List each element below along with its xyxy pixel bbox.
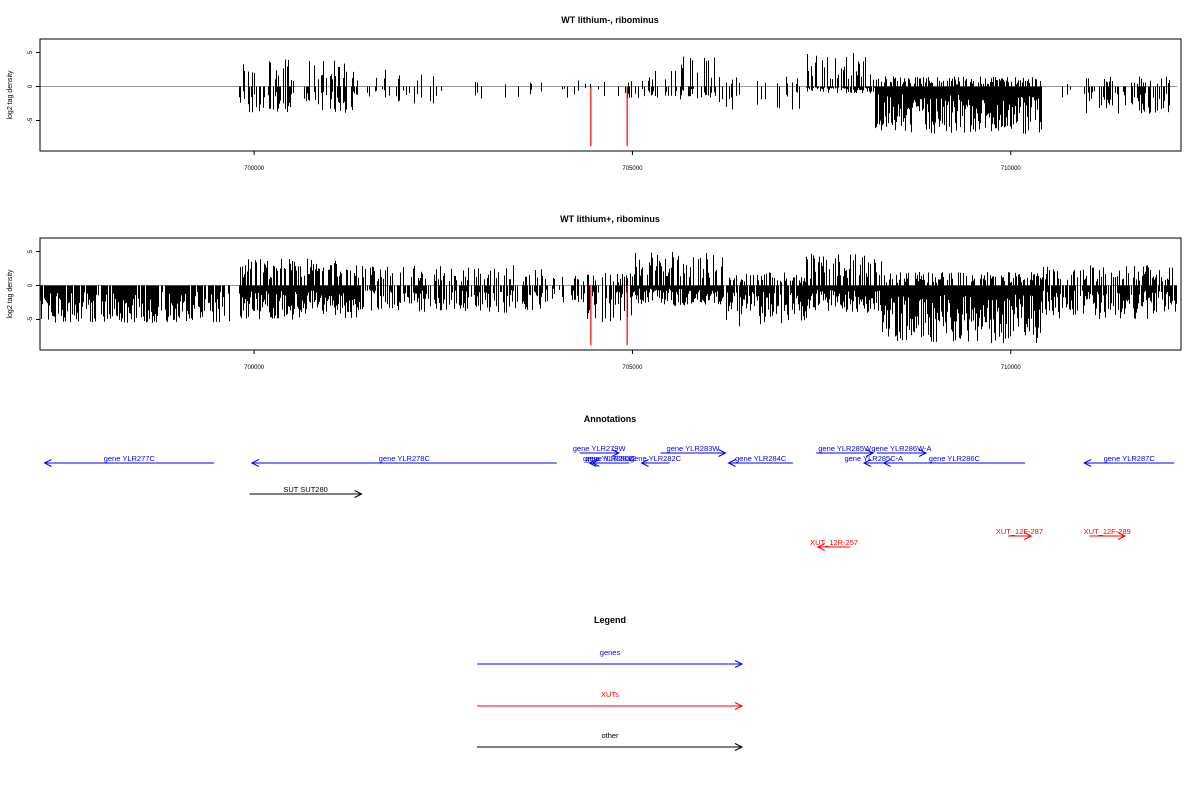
y-tick-label: 5 — [28, 50, 34, 54]
feature-label: gene YLR281C — [585, 454, 637, 463]
legend-label: other — [601, 731, 619, 740]
legend-title: Legend — [594, 615, 626, 625]
feature-arrow — [591, 459, 630, 467]
feature-label: XUT_12R-257 — [810, 538, 858, 547]
chart-title: WT lithium-, ribominus — [561, 15, 659, 25]
feature-label: gene YLR283W — [667, 444, 721, 453]
y-tick-label: 0 — [28, 283, 34, 287]
feature-arrow — [816, 449, 875, 457]
feature-label: gene YLR287C — [1104, 454, 1156, 463]
y-axis-label: log2 tag density — [7, 269, 14, 319]
feature-label: gene YLR286W-A — [871, 444, 931, 453]
chart-panel-lithium-minus: WT lithium-, ribominus log2 tag density … — [7, 15, 1182, 172]
feature-arrow — [1007, 532, 1033, 540]
y-tick-label: -5 — [28, 117, 34, 123]
feature-arrow — [816, 543, 851, 551]
x-tick-label: 700000 — [244, 166, 265, 172]
legend-label: genes — [600, 648, 621, 657]
legend-arrow — [477, 702, 744, 710]
feature-arrow — [43, 459, 215, 467]
feature-arrow — [862, 459, 884, 467]
chart-panel-lithium-plus: WT lithium+, ribominus log2 tag density … — [7, 214, 1182, 371]
legend: Legend genes XUTs other — [477, 615, 744, 751]
x-tick-label: 705000 — [622, 365, 643, 371]
feature-arrow — [1089, 532, 1127, 540]
y-tick-label: 0 — [28, 84, 34, 88]
feature-label: gene YLR278C — [379, 454, 431, 463]
feature-arrow — [727, 459, 793, 467]
x-tick-label: 705000 — [622, 166, 643, 172]
feature-arrow — [1083, 459, 1175, 467]
feature-label: gene YLR280C — [583, 454, 635, 463]
feature-label: gene YLR285C-A — [844, 454, 903, 463]
feature-label: gene YLR286C — [929, 454, 981, 463]
y-tick-label: 5 — [28, 249, 34, 253]
x-tick-label: 710000 — [1001, 365, 1022, 371]
x-tick-label: 710000 — [1001, 166, 1022, 172]
feature-label: gene YLR279W — [573, 444, 627, 453]
annotations-track: Annotations gene YLR277C gene YLR278C gene… — [43, 414, 1175, 551]
y-tick-label: -5 — [28, 316, 34, 322]
feature-arrow — [876, 449, 928, 457]
chart-title: WT lithium+, ribominus — [560, 214, 660, 224]
feature-label: gene YLR282C — [630, 454, 682, 463]
feature-arrow — [882, 459, 1026, 467]
legend-label: XUTs — [601, 690, 619, 699]
feature-label: XUT_12F-287 — [996, 527, 1043, 536]
feature-arrow — [579, 449, 620, 457]
feature-label: gene YLR284C — [735, 454, 787, 463]
plot-frame — [39, 237, 1182, 351]
y-axis-label: log2 tag density — [7, 70, 14, 120]
plot-frame — [39, 38, 1182, 152]
feature-arrow — [250, 459, 557, 467]
feature-label: gene YLR277C — [104, 454, 156, 463]
feature-arrow — [660, 449, 727, 457]
feature-arrow — [640, 459, 670, 467]
feature-arrow — [249, 490, 363, 498]
feature-label: XUT_12F-289 — [1084, 527, 1131, 536]
legend-arrow — [477, 660, 744, 668]
legend-arrow — [477, 743, 744, 751]
feature-label: gene YLR285W — [818, 444, 872, 453]
annotations-title: Annotations — [584, 414, 637, 424]
x-tick-label: 700000 — [244, 365, 265, 371]
feature-label: SUT SUT280 — [283, 485, 327, 494]
